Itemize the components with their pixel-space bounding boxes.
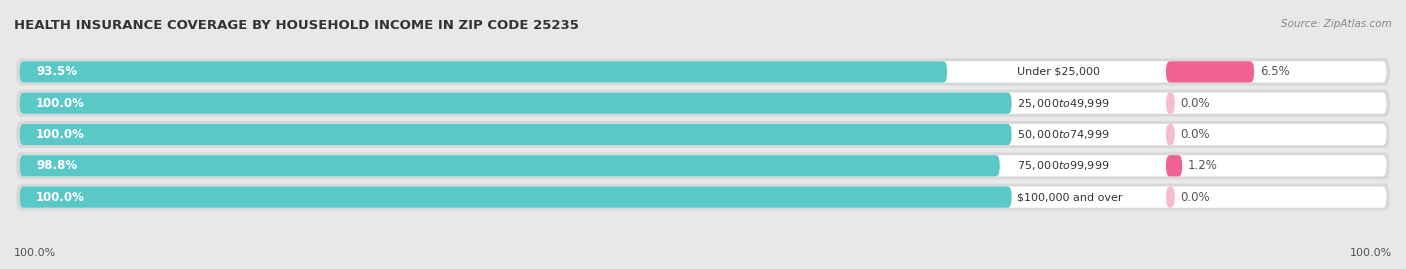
Text: HEALTH INSURANCE COVERAGE BY HOUSEHOLD INCOME IN ZIP CODE 25235: HEALTH INSURANCE COVERAGE BY HOUSEHOLD I…	[14, 19, 579, 32]
FancyBboxPatch shape	[20, 93, 1012, 114]
FancyBboxPatch shape	[20, 61, 948, 83]
FancyBboxPatch shape	[17, 90, 1389, 117]
Text: 0.0%: 0.0%	[1180, 97, 1211, 110]
FancyBboxPatch shape	[1166, 155, 1182, 176]
FancyBboxPatch shape	[1166, 124, 1175, 145]
FancyBboxPatch shape	[20, 93, 1386, 114]
FancyBboxPatch shape	[20, 186, 1386, 208]
Text: Source: ZipAtlas.com: Source: ZipAtlas.com	[1281, 19, 1392, 29]
Text: $100,000 and over: $100,000 and over	[1017, 192, 1122, 202]
Text: 0.0%: 0.0%	[1180, 191, 1211, 204]
FancyBboxPatch shape	[1166, 93, 1175, 114]
FancyBboxPatch shape	[20, 155, 1386, 176]
Text: 100.0%: 100.0%	[1350, 248, 1392, 258]
FancyBboxPatch shape	[17, 58, 1389, 85]
Text: 6.5%: 6.5%	[1260, 65, 1289, 78]
FancyBboxPatch shape	[20, 124, 1386, 145]
Text: 100.0%: 100.0%	[37, 191, 84, 204]
FancyBboxPatch shape	[17, 121, 1389, 148]
Text: 93.5%: 93.5%	[37, 65, 77, 78]
Text: $75,000 to $99,999: $75,000 to $99,999	[1017, 159, 1109, 172]
Text: Under $25,000: Under $25,000	[1017, 67, 1099, 77]
FancyBboxPatch shape	[17, 184, 1389, 211]
Text: 100.0%: 100.0%	[37, 128, 84, 141]
FancyBboxPatch shape	[20, 155, 1000, 176]
Text: $25,000 to $49,999: $25,000 to $49,999	[1017, 97, 1109, 110]
Text: 100.0%: 100.0%	[37, 97, 84, 110]
Text: 0.0%: 0.0%	[1180, 128, 1211, 141]
FancyBboxPatch shape	[20, 186, 1012, 208]
FancyBboxPatch shape	[20, 61, 1386, 83]
Text: 100.0%: 100.0%	[14, 248, 56, 258]
FancyBboxPatch shape	[17, 152, 1389, 179]
Text: $50,000 to $74,999: $50,000 to $74,999	[1017, 128, 1109, 141]
FancyBboxPatch shape	[20, 124, 1012, 145]
FancyBboxPatch shape	[1166, 186, 1175, 208]
FancyBboxPatch shape	[1166, 61, 1254, 83]
Text: 1.2%: 1.2%	[1188, 159, 1218, 172]
Text: 98.8%: 98.8%	[37, 159, 77, 172]
